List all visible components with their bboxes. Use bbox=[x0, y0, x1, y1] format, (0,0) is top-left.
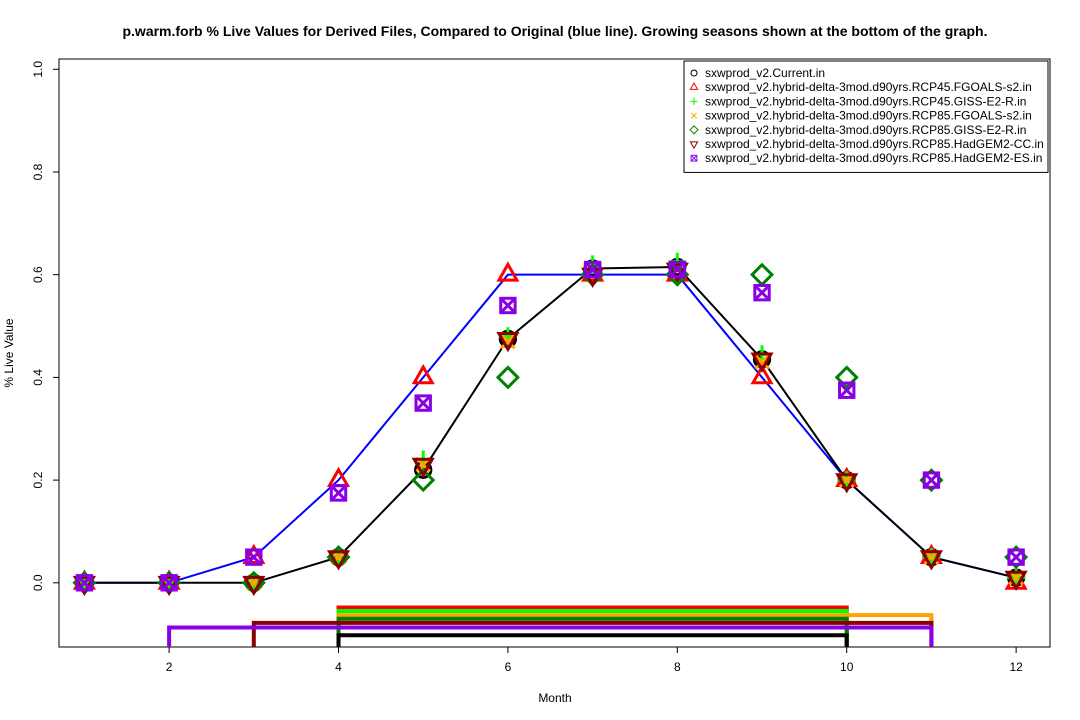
x-tick-label: 2 bbox=[166, 660, 173, 674]
data-point-cross bbox=[414, 394, 432, 412]
data-point bbox=[326, 550, 351, 571]
data-point-cross bbox=[584, 261, 601, 278]
data-point bbox=[414, 394, 432, 412]
original-line bbox=[84, 273, 1017, 584]
legend-marker-cross bbox=[690, 154, 698, 162]
data-point bbox=[834, 365, 859, 390]
data-point-cross bbox=[160, 574, 178, 592]
data-point-cross bbox=[669, 261, 686, 278]
x-axis-label: Month bbox=[538, 691, 571, 705]
x-tick-label: 12 bbox=[1009, 660, 1023, 674]
data-point bbox=[835, 473, 859, 494]
data-point bbox=[411, 457, 435, 479]
legend-entry-label: sxwprod_v2.hybrid-delta-3mod.d90yrs.RCP4… bbox=[705, 94, 1026, 108]
data-point bbox=[500, 333, 516, 350]
data-point bbox=[583, 260, 602, 279]
data-point bbox=[499, 296, 517, 315]
legend-marker bbox=[689, 82, 699, 90]
data-point bbox=[1007, 548, 1025, 566]
data-point bbox=[160, 574, 178, 592]
data-point bbox=[919, 550, 944, 571]
data-point bbox=[495, 365, 520, 390]
data-point-cross bbox=[1007, 548, 1025, 566]
x-tick-label: 10 bbox=[840, 660, 854, 674]
legend-marker bbox=[690, 97, 698, 105]
y-tick-label: 0.8 bbox=[31, 163, 45, 180]
series-lines bbox=[84, 265, 1017, 584]
legend-entry-label: sxwprod_v2.hybrid-delta-3mod.d90yrs.RCP8… bbox=[705, 123, 1026, 137]
data-point bbox=[838, 381, 856, 399]
data-point bbox=[245, 548, 263, 566]
growing-season-bars bbox=[167, 605, 934, 647]
plot-area bbox=[72, 252, 1029, 647]
x-tick-label: 8 bbox=[674, 660, 681, 674]
data-point-cross bbox=[76, 574, 93, 592]
data-point-cross bbox=[838, 381, 855, 399]
data-point bbox=[749, 262, 775, 287]
data-point bbox=[750, 352, 774, 373]
series-line bbox=[84, 265, 1017, 584]
data-point bbox=[496, 331, 520, 353]
x-tick-label: 4 bbox=[335, 660, 342, 674]
legend-marker bbox=[690, 154, 698, 162]
data-point bbox=[242, 575, 266, 597]
data-point bbox=[922, 471, 941, 489]
y-axis-label: % Live Value bbox=[2, 318, 16, 387]
data-point bbox=[329, 484, 348, 502]
growing-season-bar bbox=[167, 625, 934, 647]
chart-title: p.warm.forb % Live Values for Derived Fi… bbox=[122, 23, 987, 39]
data-point bbox=[1004, 570, 1028, 592]
data-point-cross bbox=[753, 284, 771, 301]
legend-marker bbox=[690, 69, 698, 77]
legend-entry-label: sxwprod_v2.Current.in bbox=[705, 66, 825, 80]
legend-marker bbox=[689, 125, 699, 135]
legend-entry-label: sxwprod_v2.hybrid-delta-3mod.d90yrs.RCP4… bbox=[705, 80, 1032, 94]
legend: sxwprod_v2.Current.insxwprod_v2.hybrid-d… bbox=[683, 60, 1049, 173]
legend-entry-label: sxwprod_v2.hybrid-delta-3mod.d90yrs.RCP8… bbox=[705, 109, 1032, 123]
y-tick-label: 0.6 bbox=[31, 266, 45, 283]
growing-season-bar bbox=[336, 633, 849, 647]
data-point bbox=[411, 364, 435, 385]
legend-entry-label: sxwprod_v2.hybrid-delta-3mod.d90yrs.RCP8… bbox=[705, 137, 1044, 151]
data-point bbox=[668, 260, 687, 279]
data-point bbox=[753, 283, 771, 302]
data-point bbox=[75, 574, 94, 592]
data-point-cross bbox=[499, 297, 517, 314]
y-tick-label: 0.4 bbox=[31, 369, 45, 386]
legend-entry-label: sxwprod_v2.hybrid-delta-3mod.d90yrs.RCP8… bbox=[705, 151, 1042, 165]
data-point bbox=[411, 468, 436, 493]
data-point bbox=[754, 354, 770, 370]
y-tick-label: 0.0 bbox=[31, 574, 45, 591]
legend-marker bbox=[689, 141, 699, 150]
series-points bbox=[72, 252, 1029, 597]
y-tick-label: 0.2 bbox=[31, 471, 45, 488]
x-tick-label: 6 bbox=[505, 660, 512, 674]
legend-box bbox=[683, 60, 1049, 173]
data-point-cross bbox=[330, 484, 347, 502]
y-tick-label: 1.0 bbox=[31, 61, 45, 78]
data-point-cross bbox=[245, 548, 263, 566]
x-axis: 2 4 6 8 10 12 bbox=[166, 646, 1023, 674]
y-axis: 0.0 0.2 0.4 0.6 0.8 1.0 bbox=[31, 61, 60, 591]
data-point bbox=[496, 261, 520, 282]
legend-marker bbox=[690, 112, 698, 119]
data-point-cross bbox=[923, 471, 940, 489]
data-point bbox=[750, 364, 774, 385]
